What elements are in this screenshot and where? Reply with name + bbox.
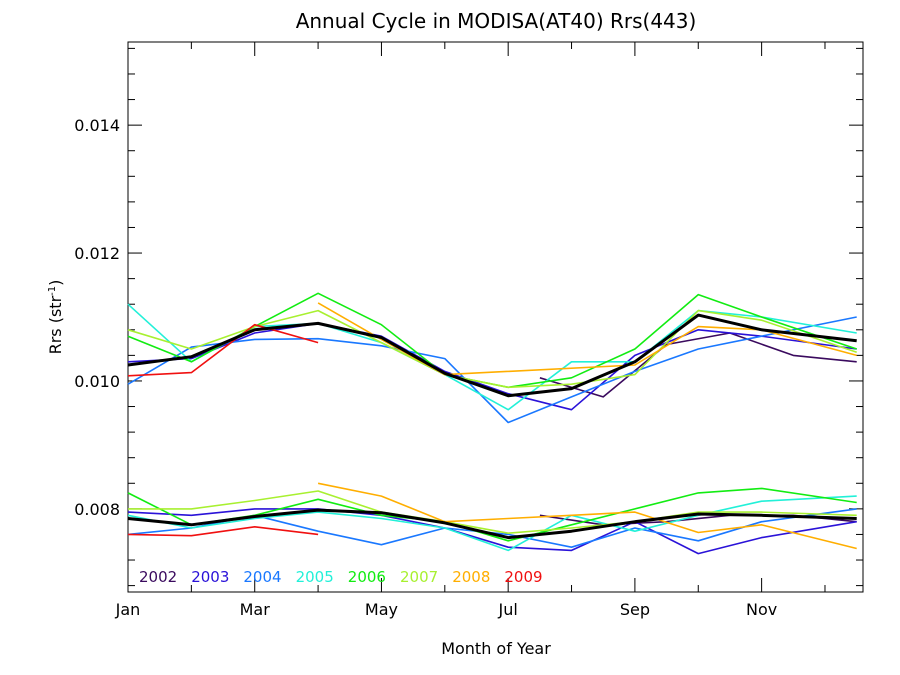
- series-line-2002-upper: [539, 332, 857, 398]
- x-tick-label: Jul: [498, 600, 518, 619]
- x-tick-label: Nov: [746, 600, 777, 619]
- legend-item-2004: 2004: [243, 568, 281, 586]
- axis-ticks: [127, 42, 863, 592]
- legend-item-2007: 2007: [400, 568, 438, 586]
- x-tick-label: May: [365, 600, 398, 619]
- legend-item-2008: 2008: [452, 568, 490, 586]
- y-tick-label: 0.014: [74, 116, 120, 135]
- y-tick-label: 0.010: [74, 372, 120, 391]
- chart-title: Annual Cycle in MODISA(AT40) Rrs(443): [296, 9, 697, 33]
- series-layer: [127, 292, 857, 555]
- series-line-2005-upper: [127, 303, 857, 411]
- series-line-2003-upper: [127, 322, 857, 411]
- series-line-2009-upper: [127, 323, 319, 377]
- series-line-2007-lower: [128, 490, 857, 535]
- y-axis-label-base: Rrs (str: [46, 295, 65, 354]
- axis-tick-labels: Jan Mar May Jul Sep Nov 0.008 0.010 0.012 0.014: [74, 116, 777, 619]
- legend-item-2002: 2002: [139, 568, 177, 586]
- mean-line-lower: [127, 508, 857, 540]
- x-tick-label: Sep: [620, 600, 650, 619]
- y-axis-label: Rrs (str-1): [46, 280, 65, 355]
- mean-line-upper: [127, 313, 857, 398]
- legend-item-2009: 2009: [504, 568, 542, 586]
- x-tick-label: Jan: [115, 600, 141, 619]
- plot-frame: [127, 41, 864, 593]
- legend: 2002 2003 2004 2005 2006 2007 2008 2009: [139, 568, 543, 586]
- x-axis-label: Month of Year: [441, 639, 551, 658]
- y-axis-label-end: ): [46, 280, 65, 286]
- series-line-2007-upper: [127, 309, 857, 389]
- series-line-2009-lower: [127, 525, 319, 537]
- series-line-2004-upper: [127, 316, 857, 424]
- legend-item-2005: 2005: [296, 568, 334, 586]
- x-tick-label: Mar: [240, 600, 271, 619]
- series-line-2003-lower: [127, 508, 857, 555]
- y-axis-label-sup: -1: [47, 286, 58, 296]
- legend-item-2003: 2003: [191, 568, 229, 586]
- y-tick-label: 0.012: [74, 244, 120, 263]
- y-tick-label: 0.008: [74, 500, 120, 519]
- legend-item-2006: 2006: [348, 568, 386, 586]
- series-line-2008-lower: [317, 482, 857, 550]
